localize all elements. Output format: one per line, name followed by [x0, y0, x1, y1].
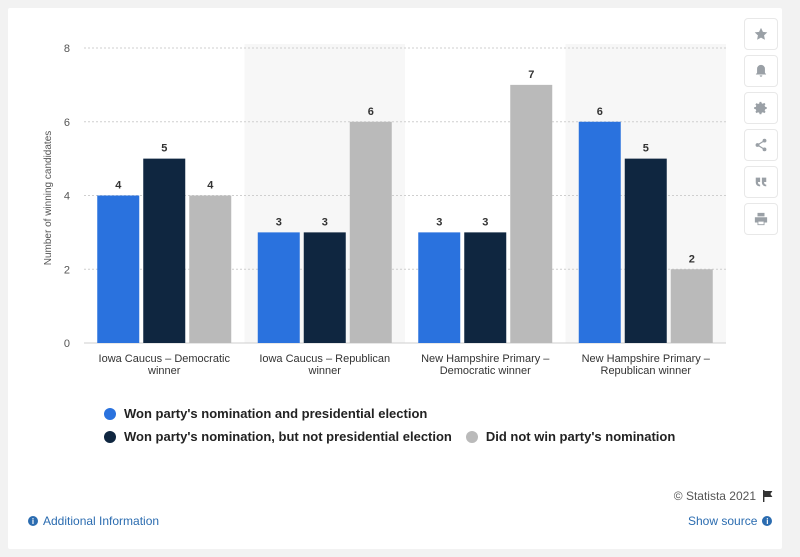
data-label: 4: [115, 180, 122, 192]
data-label: 3: [482, 216, 488, 228]
quote-icon[interactable]: [744, 166, 778, 198]
y-tick-label: 6: [64, 117, 70, 129]
data-label: 3: [436, 216, 442, 228]
data-label: 6: [368, 106, 374, 118]
x-tick-label: winner: [147, 365, 181, 377]
additional-information-link[interactable]: i Additional Information: [28, 514, 159, 528]
legend-label: Won party's nomination, but not presiden…: [124, 429, 452, 444]
data-label: 6: [597, 106, 603, 118]
bar[interactable]: [578, 121, 621, 343]
x-tick-label: Iowa Caucus – Democratic: [99, 353, 231, 365]
bar[interactable]: [464, 232, 507, 343]
x-tick-label: New Hampshire Primary –: [582, 353, 711, 365]
legend-label: Won party's nomination and presidential …: [124, 406, 428, 421]
data-label: 7: [528, 69, 534, 81]
bar[interactable]: [510, 84, 553, 343]
x-tick-label: winner: [308, 365, 342, 377]
data-label: 3: [276, 216, 282, 228]
y-tick-label: 4: [64, 191, 70, 203]
info-icon: i: [28, 516, 38, 526]
x-tick-label: New Hampshire Primary –: [421, 353, 550, 365]
legend-item-series-3[interactable]: Did not win party's nomination: [465, 429, 676, 444]
side-toolbar: [744, 18, 780, 235]
x-tick-label: Republican winner: [601, 365, 692, 377]
bar[interactable]: [670, 269, 713, 343]
x-tick-label: Iowa Caucus – Republican: [259, 353, 390, 365]
credit-text: © Statista 2021: [673, 489, 756, 503]
gear-icon[interactable]: [744, 92, 778, 124]
legend-item-series-2[interactable]: Won party's nomination, but not presiden…: [104, 429, 452, 444]
data-label: 2: [689, 253, 695, 265]
legend-swatch: [104, 407, 116, 420]
bar[interactable]: [418, 232, 461, 343]
additional-information-label: Additional Information: [43, 514, 160, 528]
bar[interactable]: [143, 158, 186, 343]
bar[interactable]: [349, 121, 392, 343]
y-axis-label: Number of winning candidates: [43, 131, 54, 266]
bell-icon[interactable]: [744, 55, 778, 87]
bar[interactable]: [97, 195, 140, 344]
show-source-link[interactable]: Show source i: [688, 514, 773, 528]
data-label: 4: [207, 180, 214, 192]
y-tick-label: 8: [64, 43, 70, 55]
print-icon[interactable]: [744, 203, 778, 235]
x-tick-label: Democratic winner: [440, 365, 531, 377]
data-label: 3: [322, 216, 328, 228]
bar[interactable]: [257, 232, 300, 343]
star-icon[interactable]: [744, 18, 778, 50]
info-icon: i: [762, 516, 773, 526]
show-source-label: Show source: [688, 514, 758, 528]
legend-swatch: [104, 430, 116, 443]
legend-swatch: [465, 430, 478, 443]
legend-label: Did not win party's nomination: [485, 429, 676, 444]
share-icon[interactable]: [744, 129, 778, 161]
bar[interactable]: [189, 195, 232, 344]
y-tick-label: 2: [64, 264, 70, 276]
statista-credit[interactable]: © Statista 2021: [674, 489, 774, 503]
bar[interactable]: [303, 232, 346, 343]
bar[interactable]: [624, 158, 667, 343]
y-tick-label: 0: [64, 338, 70, 350]
data-label: 5: [161, 143, 167, 155]
legend: Won party's nomination and presidential …: [104, 402, 689, 448]
data-label: 5: [643, 143, 649, 155]
legend-item-series-1[interactable]: Won party's nomination and presidential …: [104, 406, 427, 421]
flag-icon: [763, 490, 773, 502]
